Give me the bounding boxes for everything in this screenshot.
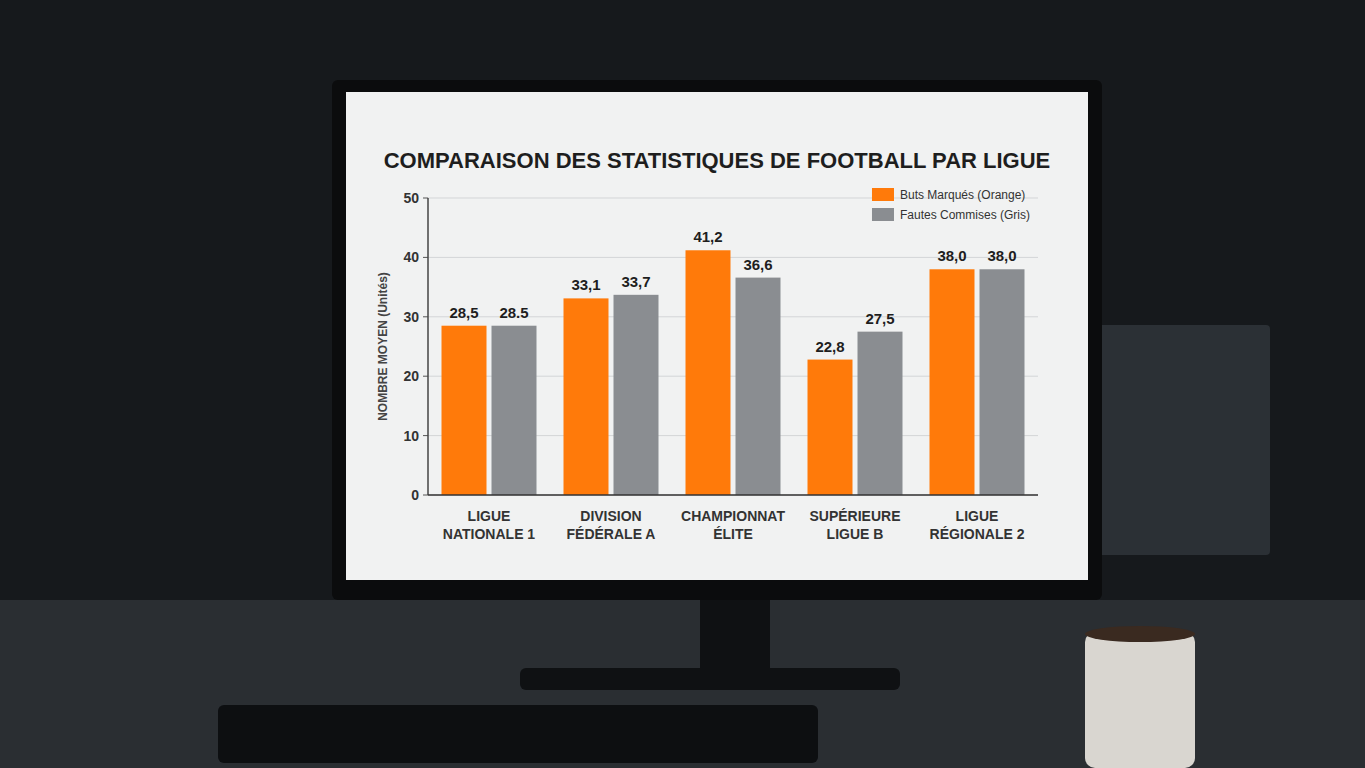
data-label: 33,1: [571, 276, 600, 293]
monitor-base: [520, 668, 900, 690]
category-label: SUPÉRIEURELIGUE B: [809, 508, 900, 542]
category-label: CHAMPIONNATÉLITE: [681, 508, 785, 542]
grid: [428, 198, 1038, 495]
data-label: 22,8: [815, 338, 844, 355]
category-label: LIGUERÉGIONALE 2: [930, 508, 1025, 542]
category-label: DIVISIONFÉDÉRALE A: [567, 508, 656, 542]
monitor-bezel: [332, 80, 1102, 600]
tick-label: 40: [403, 249, 419, 265]
bar: [980, 269, 1025, 495]
data-label: 27,5: [865, 310, 894, 327]
bars: [442, 250, 1025, 495]
bar: [808, 360, 853, 495]
tick-label: 30: [403, 309, 419, 325]
bar: [564, 298, 609, 495]
category-label: LIGUENATIONALE 1: [443, 508, 536, 542]
bar: [492, 326, 537, 495]
mug-coffee: [1085, 626, 1195, 642]
tick-label: 0: [411, 487, 419, 503]
y-axis: [427, 198, 429, 495]
data-labels: 28,5 33,1 41,2 22,8 38,0 28.5 33,7 36,6 27,5 38,0: [449, 228, 1016, 354]
x-axis: [428, 494, 1038, 496]
bar: [858, 332, 903, 495]
data-label: 36,6: [743, 256, 772, 273]
legend-label: Fautes Commises (Gris): [900, 208, 1030, 222]
grid-line: [428, 495, 1038, 496]
background-monitor: [1095, 325, 1270, 555]
keyboard: [218, 705, 818, 763]
data-label: 28,5: [449, 304, 478, 321]
legend-swatch: [872, 208, 894, 221]
bar: [686, 250, 731, 495]
legend-swatch: [872, 188, 894, 201]
tick-label: 50: [403, 190, 419, 206]
screen: [346, 92, 1088, 580]
bar: [614, 295, 659, 495]
data-label: 38,0: [987, 247, 1016, 264]
data-label: 33,7: [621, 273, 650, 290]
desk: [0, 600, 1365, 768]
data-label: 28.5: [499, 304, 528, 321]
tick-label: 20: [403, 368, 419, 384]
bar: [930, 269, 975, 495]
mug: [1085, 632, 1195, 768]
legend-label: Buts Marqués (Orange): [900, 188, 1025, 202]
data-label: 38,0: [937, 247, 966, 264]
bar: [442, 326, 487, 495]
tick-label: 10: [403, 428, 419, 444]
chart-title: COMPARAISON DES STATISTIQUES DE FOOTBALL…: [384, 148, 1051, 173]
bar: [736, 278, 781, 495]
background: [0, 0, 1365, 768]
data-label: 41,2: [693, 228, 722, 245]
scene: COMPARAISON DES STATISTIQUES DE FOOTBALL…: [0, 0, 1365, 768]
legend: Buts Marqués (Orange) Fautes Commises (Gr…: [872, 188, 1030, 222]
y-axis-title: NOMBRE MOYEN (Unités): [376, 272, 390, 421]
